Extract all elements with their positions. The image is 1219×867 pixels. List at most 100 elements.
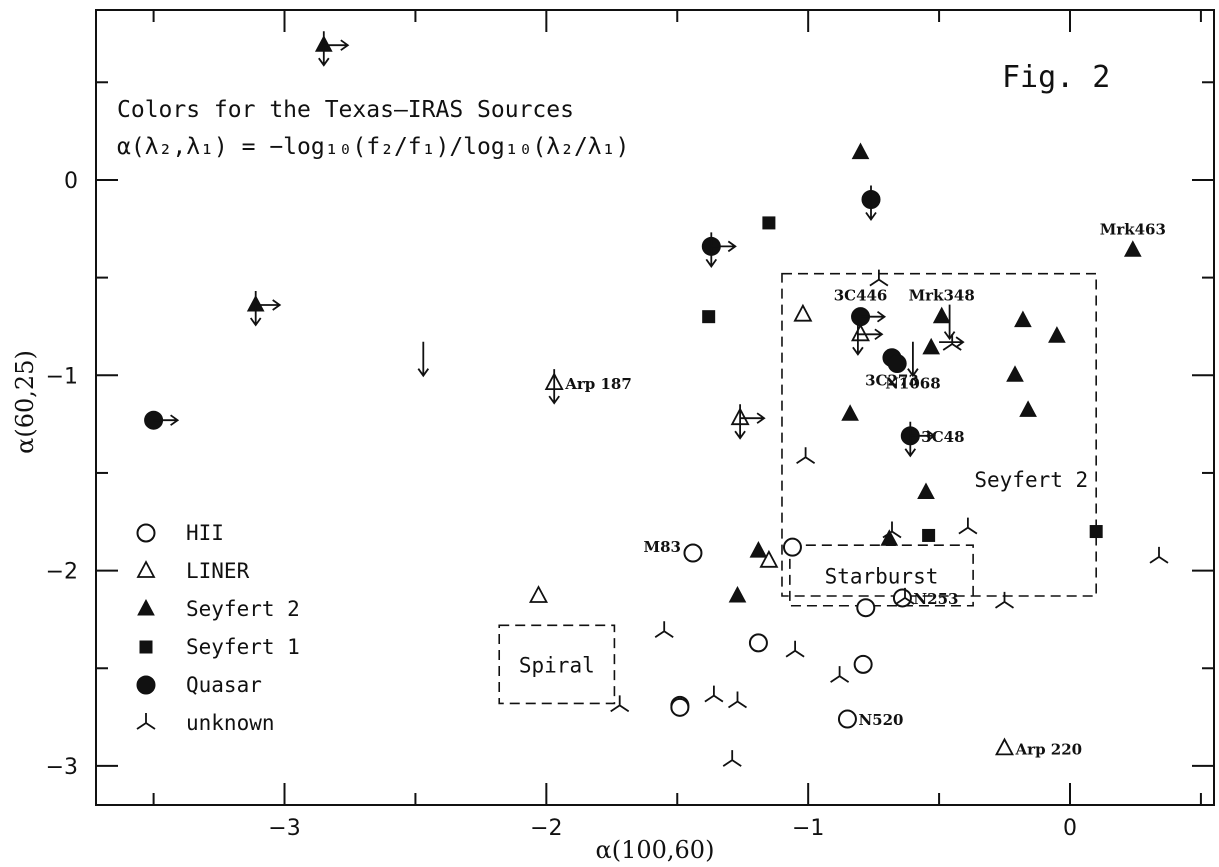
y-tick-label: −2 xyxy=(46,560,78,585)
x-axis-title: α(100,60) xyxy=(596,836,715,864)
region-starburst-box xyxy=(789,544,974,607)
chart-subtitle: α(λ₂,λ₁) = −log₁₀(f₂/f₁)/log₁₀(λ₂/λ₁) xyxy=(117,134,629,160)
legend-unknown-label: unknown xyxy=(186,711,275,735)
upper-limit-arrow xyxy=(907,341,919,378)
annotation-label: 3C48 xyxy=(921,428,964,446)
legend-seyfert-1-marker xyxy=(139,640,153,654)
point-hii xyxy=(670,697,690,717)
point-seyfert-2 xyxy=(1014,310,1032,328)
point-unknown xyxy=(704,685,724,703)
upper-limit-arrow xyxy=(705,232,718,268)
point-seyfert-1 xyxy=(762,216,776,230)
x-tick-label: −1 xyxy=(792,816,824,841)
lower-limit-arrow xyxy=(939,336,965,348)
upper-limit-arrow xyxy=(865,185,877,222)
lower-limit-arrow xyxy=(255,299,282,311)
point-seyfert-2 xyxy=(841,404,859,421)
point-seyfert-2 xyxy=(1019,400,1037,417)
lower-limit-arrow xyxy=(711,240,737,253)
plot-frame xyxy=(95,9,1215,806)
point-seyfert-2 xyxy=(917,482,935,499)
point-seyfert-2 xyxy=(728,585,747,603)
point-seyfert-2 xyxy=(922,337,941,355)
y-axis-title: α(60,25) xyxy=(11,350,39,454)
legend-seyfert-1-label: Seyfert 1 xyxy=(186,635,300,659)
upper-limit-arrow xyxy=(904,421,917,458)
point-unknown xyxy=(1149,546,1169,564)
point-unknown xyxy=(995,591,1014,609)
annotation-label: Mrk348 xyxy=(909,287,975,305)
point-hii xyxy=(683,543,703,563)
annotation-label: 3C273 xyxy=(865,372,919,390)
legend-seyfert-2-label: Seyfert 2 xyxy=(186,597,300,621)
point-seyfert-2 xyxy=(749,541,768,558)
annotation-label: N1068 xyxy=(885,375,940,393)
point-seyfert-2 xyxy=(880,529,899,546)
annotation-label: 3C446 xyxy=(834,287,888,305)
region-seyfert-2-label: Seyfert 2 xyxy=(974,468,1088,492)
lower-limit-arrow xyxy=(860,310,887,323)
upper-limit-arrow xyxy=(734,404,746,440)
region-spiral-label: Spiral xyxy=(519,653,595,677)
point-liner xyxy=(759,549,779,568)
legend-seyfert-2-marker xyxy=(137,598,155,616)
point-seyfert-1 xyxy=(1089,525,1103,539)
region-boxes: Seyfert 2 Starburst Spiral xyxy=(498,272,1097,705)
point-liner xyxy=(995,737,1014,756)
upper-limit-arrow xyxy=(943,304,956,341)
upper-limit-arrow xyxy=(852,320,864,356)
region-starburst-label: Starburst xyxy=(825,564,939,588)
upper-limit-arrow xyxy=(249,291,262,327)
limit-arrows xyxy=(153,31,965,458)
point-liner xyxy=(793,303,813,322)
annotation-label: N253 xyxy=(913,590,958,608)
annotation-label: Arp 187 xyxy=(564,375,632,393)
y-tick-label: −1 xyxy=(46,364,78,389)
legend-liner-label: LINER xyxy=(186,559,250,583)
legend-hii-marker xyxy=(136,523,156,543)
annotation-label: N520 xyxy=(858,711,903,729)
legend-quasar-marker xyxy=(136,675,156,695)
figure-label: Fig. 2 xyxy=(1002,60,1110,95)
point-hii xyxy=(837,709,857,729)
point-hii xyxy=(748,633,768,653)
lower-limit-arrow xyxy=(857,328,884,341)
x-tick-label: −3 xyxy=(268,816,300,841)
annotation-label: Arp 220 xyxy=(1015,740,1083,758)
point-seyfert-2 xyxy=(1123,240,1142,257)
x-tick-label: −2 xyxy=(530,816,562,841)
point-seyfert-2 xyxy=(851,142,870,160)
point-hii xyxy=(856,598,876,618)
point-liner xyxy=(851,323,870,342)
region-seyfert-2-box xyxy=(781,272,1097,597)
point-unknown xyxy=(895,587,915,605)
lower-limit-arrow xyxy=(153,414,180,426)
point-unknown xyxy=(722,750,742,767)
region-spiral-box xyxy=(498,624,616,705)
point-unknown xyxy=(610,695,630,713)
legend-liner-marker xyxy=(136,560,156,578)
annotation-label: Mrk463 xyxy=(1100,220,1166,238)
point-seyfert-2 xyxy=(1048,326,1066,343)
legend-quasar-label: Quasar xyxy=(186,673,262,697)
y-tick-label: −3 xyxy=(46,755,78,780)
chart-title: Colors for the Texas–IRAS Sources xyxy=(117,97,574,123)
point-seyfert-2 xyxy=(932,306,951,324)
point-unknown xyxy=(785,640,805,658)
point-quasar xyxy=(887,354,907,374)
lower-limit-arrow xyxy=(323,39,350,51)
legend-unknown-marker xyxy=(136,713,156,730)
point-liner xyxy=(529,585,548,603)
point-unknown xyxy=(830,666,850,683)
point-unknown xyxy=(869,269,889,287)
legend: HII LINER Seyfert 2 Seyfert 1 Quasar unknown xyxy=(136,521,300,735)
axis-ticks: −3 −2 −1 0 0 −1 −2 −3 xyxy=(46,10,1214,841)
upper-limit-arrow xyxy=(548,369,560,405)
point-seyfert-1 xyxy=(922,528,936,542)
point-unknown xyxy=(958,517,978,535)
point-unknown xyxy=(882,521,902,539)
point-seyfert-1 xyxy=(702,310,716,324)
lower-limit-arrow xyxy=(740,412,766,424)
x-tick-label: 0 xyxy=(1063,816,1077,841)
